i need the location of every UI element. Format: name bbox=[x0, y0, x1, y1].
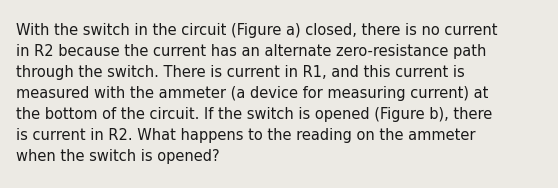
Text: With the switch in the circuit (Figure a) closed, there is no current
in R2 beca: With the switch in the circuit (Figure a… bbox=[16, 23, 497, 164]
